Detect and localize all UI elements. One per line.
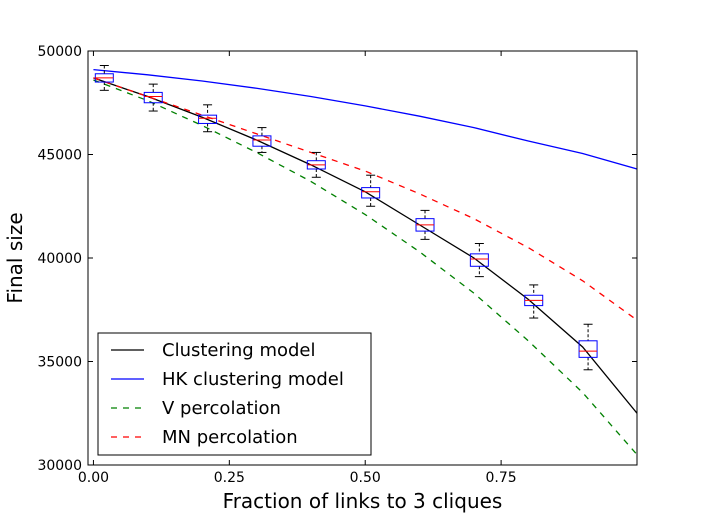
boxplot-6 xyxy=(415,209,435,240)
box xyxy=(198,114,218,124)
box xyxy=(252,135,272,147)
box xyxy=(469,253,489,267)
legend: Clustering model HK clustering model V per… xyxy=(97,332,372,456)
box xyxy=(578,340,598,358)
box xyxy=(361,187,381,199)
y-axis-title: Final size xyxy=(3,212,27,303)
boxplot-0 xyxy=(94,64,114,91)
series-line-2 xyxy=(93,79,637,456)
x-tick-label: 0.50 xyxy=(350,470,381,486)
legend-label-1: HK clustering model xyxy=(162,369,344,390)
box xyxy=(143,91,163,104)
y-tick-label: 50000 xyxy=(37,44,82,60)
series-line-3 xyxy=(93,77,637,321)
plot-area xyxy=(93,64,637,456)
x-tick-label: 0.25 xyxy=(214,470,245,486)
y-tick-label: 40000 xyxy=(37,251,82,267)
boxplot-8 xyxy=(524,284,544,319)
legend-box xyxy=(97,332,372,456)
legend-label-3: MN percolation xyxy=(162,427,298,448)
y-tick-label: 35000 xyxy=(37,355,82,371)
boxplot-9 xyxy=(578,323,598,371)
boxplot-1 xyxy=(143,83,163,112)
x-tick-label: 0.00 xyxy=(78,470,109,486)
boxplot-5 xyxy=(361,174,381,207)
boxplot-4 xyxy=(306,151,326,178)
axes: 0.00 0.25 0.50 0.75 30000 35000 40000 45000 5000… xyxy=(3,44,638,513)
y-tick-label: 30000 xyxy=(37,458,82,474)
legend-label-0: Clustering model xyxy=(162,340,316,361)
boxplot-2 xyxy=(198,104,218,133)
x-tick-label: 0.75 xyxy=(486,470,517,486)
x-axis-title: Fraction of links to 3 cliques xyxy=(223,489,503,513)
y-tick-label: 45000 xyxy=(37,148,82,164)
series-line-1 xyxy=(93,68,637,170)
boxplot-7 xyxy=(469,243,489,278)
boxplot-3 xyxy=(252,127,272,153)
legend-label-2: V percolation xyxy=(162,398,281,419)
series-group xyxy=(93,64,637,456)
